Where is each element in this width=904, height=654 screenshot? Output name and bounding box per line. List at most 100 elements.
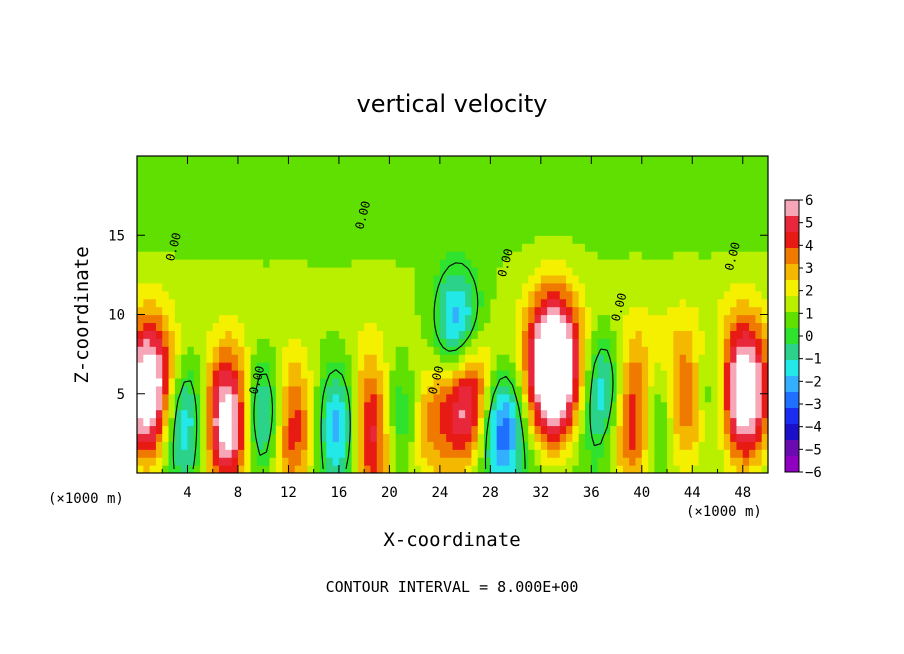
heatmap-cell	[578, 266, 586, 276]
heatmap-cell	[692, 449, 700, 458]
heatmap-cell	[149, 425, 157, 434]
x-tick-label: 12	[280, 485, 297, 501]
heatmap-cell	[711, 266, 719, 276]
heatmap-cell	[717, 425, 725, 434]
heatmap-cell	[427, 227, 435, 236]
heatmap-cell	[427, 298, 435, 308]
heatmap-cell	[736, 393, 744, 403]
heatmap-cell	[307, 235, 315, 244]
heatmap-cell	[465, 235, 473, 244]
heatmap-cell	[446, 449, 454, 458]
heatmap-cell	[458, 401, 466, 411]
heatmap-cell	[635, 171, 643, 181]
heatmap-cell	[477, 290, 485, 300]
heatmap-cell	[622, 243, 630, 252]
heatmap-cell	[698, 243, 706, 252]
heatmap-cell	[244, 377, 252, 387]
heatmap-cell	[345, 203, 353, 213]
heatmap-cell	[603, 330, 611, 339]
heatmap-cell	[168, 385, 176, 395]
heatmap-cell	[730, 433, 738, 442]
heatmap-cell	[622, 393, 630, 403]
heatmap-cell	[263, 163, 271, 173]
heatmap-cell	[237, 179, 245, 189]
heatmap-cell	[477, 163, 485, 173]
heatmap-cell	[439, 163, 447, 173]
heatmap-cell	[319, 211, 327, 220]
heatmap-cell	[496, 211, 504, 220]
heatmap-cell	[749, 385, 756, 395]
heatmap-cell	[742, 417, 750, 427]
heatmap-cell	[559, 377, 567, 387]
heatmap-cell	[635, 251, 643, 260]
heatmap-cell	[193, 282, 201, 292]
heatmap-cell	[364, 433, 372, 442]
heatmap-cell	[364, 219, 372, 228]
heatmap-cell	[389, 417, 397, 427]
heatmap-cell	[749, 187, 756, 197]
heatmap-cell	[610, 449, 618, 458]
heatmap-cell	[237, 156, 245, 165]
heatmap-cell	[547, 417, 555, 427]
heatmap-cell	[319, 417, 327, 427]
heatmap-cell	[585, 195, 592, 205]
heatmap-cell	[635, 457, 643, 466]
heatmap-cell	[761, 259, 768, 268]
heatmap-cell	[755, 362, 763, 371]
heatmap-cell	[162, 314, 170, 324]
heatmap-cell	[673, 338, 681, 347]
heatmap-cell	[616, 322, 624, 331]
heatmap-cell	[572, 457, 580, 466]
heatmap-cell	[673, 187, 681, 197]
heatmap-cell	[698, 282, 706, 292]
heatmap-cell	[521, 251, 529, 260]
heatmap-cell	[395, 354, 403, 363]
heatmap-cell	[414, 203, 422, 213]
heatmap-cell	[446, 354, 454, 363]
heatmap-cell	[364, 156, 372, 165]
heatmap-cell	[610, 274, 618, 284]
heatmap-cell	[515, 298, 523, 308]
heatmap-cell	[357, 417, 365, 427]
heatmap-cell	[376, 362, 384, 371]
heatmap-cell	[326, 203, 334, 213]
heatmap-cell	[471, 393, 479, 403]
heatmap-cell	[603, 417, 611, 427]
heatmap-cell	[572, 377, 580, 387]
heatmap-cell	[723, 409, 731, 419]
heatmap-cell	[256, 354, 264, 363]
heatmap-cell	[698, 354, 706, 363]
heatmap-cell	[711, 417, 719, 427]
heatmap-cell	[484, 433, 491, 442]
heatmap-cell	[319, 171, 327, 181]
heatmap-cell	[162, 385, 170, 395]
heatmap-cell	[420, 179, 428, 189]
heatmap-cell	[181, 179, 189, 189]
heatmap-cell	[383, 187, 390, 197]
heatmap-cell	[357, 259, 365, 268]
heatmap-cell	[585, 393, 592, 403]
heatmap-cell	[704, 409, 712, 419]
heatmap-cell	[301, 449, 308, 458]
heatmap-cell	[635, 409, 643, 419]
heatmap-cell	[402, 171, 409, 181]
heatmap-cell	[256, 330, 264, 339]
heatmap-cell	[181, 282, 189, 292]
heatmap-cell	[256, 314, 264, 324]
heatmap-cell	[225, 156, 233, 165]
heatmap-cell	[660, 369, 668, 379]
heatmap-cell	[742, 377, 750, 387]
heatmap-cell	[427, 251, 435, 260]
heatmap-cell	[540, 290, 548, 300]
heatmap-cell	[667, 457, 674, 466]
heatmap-cell	[446, 346, 454, 355]
heatmap-cell	[244, 243, 252, 252]
heatmap-cell	[364, 243, 372, 252]
heatmap-cell	[187, 385, 195, 395]
heatmap-cell	[471, 298, 479, 308]
heatmap-cell	[477, 227, 485, 236]
heatmap-cell	[402, 227, 409, 236]
heatmap-cell	[244, 203, 252, 213]
heatmap-cell	[496, 354, 504, 363]
heatmap-cell	[446, 409, 454, 419]
